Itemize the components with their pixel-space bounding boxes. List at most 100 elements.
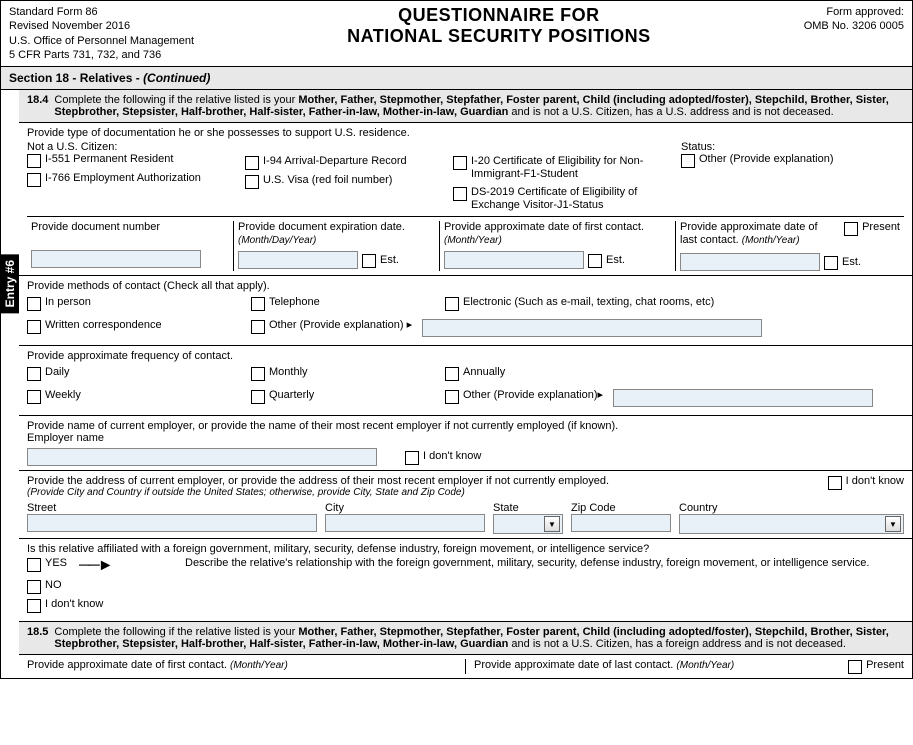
section-continued: (Continued): [143, 71, 210, 85]
documentation-block: Provide type of documentation he or she …: [19, 123, 912, 276]
label-employer-idk: I don't know: [423, 450, 481, 463]
arrow-icon: ──►: [79, 557, 112, 575]
city-label: City: [325, 502, 485, 514]
first-contact-input[interactable]: [444, 251, 584, 269]
checkbox-other-doc[interactable]: [681, 154, 695, 168]
first-contact-label: Provide approximate date of first contac…: [444, 221, 665, 247]
label-fc-est: Est.: [606, 254, 625, 266]
form-id: Standard Form 86: [9, 5, 194, 19]
freq-other-input[interactable]: [613, 389, 873, 407]
label-daily: Daily: [45, 366, 69, 379]
title-line2: NATIONAL SECURITY POSITIONS: [194, 26, 804, 47]
header-title: QUESTIONNAIRE FOR NATIONAL SECURITY POSI…: [194, 5, 804, 62]
checkbox-i551[interactable]: [27, 154, 41, 168]
checkbox-aff-idk[interactable]: [27, 599, 41, 613]
status-label: Status:: [681, 141, 904, 153]
last-contact-label: Provide approximate date of last contact…: [680, 221, 836, 247]
country-select[interactable]: ▼: [679, 514, 904, 534]
not-citizen-label: Not a U.S. Citizen:: [27, 141, 237, 153]
label-electronic: Electronic (Such as e-mail, texting, cha…: [463, 296, 714, 309]
inst-text-185: Complete the following if the relative l…: [54, 626, 904, 650]
checkbox-present[interactable]: [844, 222, 858, 236]
checkbox-electronic[interactable]: [445, 297, 459, 311]
checkbox-monthly[interactable]: [251, 367, 265, 381]
doc-exp-input[interactable]: [238, 251, 358, 269]
bottom-contact-block: Provide approximate date of first contac…: [19, 655, 912, 678]
dropdown-icon: ▼: [544, 516, 560, 532]
label-freq-other: Other (Provide explanation)▸: [463, 389, 603, 402]
label-i20: I-20 Certificate of Eligibility for Non-…: [471, 155, 673, 181]
label-aff-idk: I don't know: [45, 598, 103, 611]
form-header: Standard Form 86 Revised November 2016 U…: [1, 1, 912, 66]
employer-name-input[interactable]: [27, 448, 377, 466]
label-lc-est: Est.: [842, 256, 861, 268]
label-present: Present: [862, 221, 900, 234]
contact-methods-block: Provide methods of contact (Check all th…: [19, 276, 912, 346]
checkbox-i94[interactable]: [245, 156, 259, 170]
employer-block: Provide name of current employer, or pro…: [19, 416, 912, 471]
checkbox-bottom-present[interactable]: [848, 660, 862, 674]
header-left: Standard Form 86 Revised November 2016 U…: [9, 5, 194, 62]
checkbox-visa[interactable]: [245, 175, 259, 189]
checkbox-employer-idk[interactable]: [405, 451, 419, 465]
label-bottom-present: Present: [866, 659, 904, 672]
checkbox-written[interactable]: [27, 320, 41, 334]
doc-num-label: Provide document number: [31, 221, 223, 234]
bottom-last-contact: Provide approximate date of last contact…: [474, 659, 673, 671]
label-quarterly: Quarterly: [269, 389, 314, 402]
frequency-block: Provide approximate frequency of contact…: [19, 346, 912, 416]
contact-other-input[interactable]: [422, 319, 762, 337]
checkbox-inperson[interactable]: [27, 297, 41, 311]
doc-num-input[interactable]: [31, 250, 201, 268]
entry-tag: Entry #6: [1, 254, 19, 313]
form-approved: Form approved:: [804, 5, 904, 19]
checkbox-daily[interactable]: [27, 367, 41, 381]
header-right: Form approved: OMB No. 3206 0005: [804, 5, 904, 62]
checkbox-annually[interactable]: [445, 367, 459, 381]
label-no: NO: [45, 579, 62, 592]
checkbox-no[interactable]: [27, 580, 41, 594]
checkbox-lc-est[interactable]: [824, 256, 838, 270]
street-input[interactable]: [27, 514, 317, 532]
form-cfr: 5 CFR Parts 731, 732, and 736: [9, 48, 194, 62]
address-block: Provide the address of current employer,…: [19, 471, 912, 539]
freq-header: Provide approximate frequency of contact…: [27, 350, 904, 362]
label-monthly: Monthly: [269, 366, 308, 379]
doc-intro: Provide type of documentation he or she …: [27, 127, 904, 139]
form-office: U.S. Office of Personnel Management: [9, 34, 194, 48]
doc-fields-grid: Provide document number Provide document…: [27, 216, 904, 271]
checkbox-fc-est[interactable]: [588, 254, 602, 268]
checkbox-contact-other[interactable]: [251, 320, 265, 334]
affiliation-question: Is this relative affiliated with a forei…: [27, 543, 904, 555]
form-page: Standard Form 86 Revised November 2016 U…: [0, 0, 913, 679]
checkbox-addr-idk[interactable]: [828, 476, 842, 490]
inst-text-184: Complete the following if the relative l…: [54, 94, 904, 118]
label-i94: I-94 Arrival-Departure Record: [263, 155, 407, 168]
label-exp-est: Est.: [380, 254, 399, 266]
inst-num-184: 18.4: [27, 94, 48, 118]
checkbox-quarterly[interactable]: [251, 390, 265, 404]
checkbox-telephone[interactable]: [251, 297, 265, 311]
form-omb: OMB No. 3206 0005: [804, 19, 904, 33]
state-label: State: [493, 502, 563, 514]
checkbox-i20[interactable]: [453, 156, 467, 170]
instruction-185: 18.5 Complete the following if the relat…: [19, 622, 912, 655]
checkbox-exp-est[interactable]: [362, 254, 376, 268]
checkbox-yes[interactable]: [27, 558, 41, 572]
city-input[interactable]: [325, 514, 485, 532]
label-yes: YES: [45, 557, 67, 570]
entry-wrapper: Entry #6 18.4 Complete the following if …: [1, 90, 912, 678]
label-i766: I-766 Employment Authorization: [45, 172, 201, 185]
section-label: Section 18 - Relatives -: [9, 71, 143, 85]
zip-input[interactable]: [571, 514, 671, 532]
checkbox-i766[interactable]: [27, 173, 41, 187]
checkbox-ds2019[interactable]: [453, 187, 467, 201]
inst-num-185: 18.5: [27, 626, 48, 650]
checkbox-freq-other[interactable]: [445, 390, 459, 404]
last-contact-input[interactable]: [680, 253, 820, 271]
state-select[interactable]: ▼: [493, 514, 563, 534]
street-label: Street: [27, 502, 317, 514]
checkbox-weekly[interactable]: [27, 390, 41, 404]
label-telephone: Telephone: [269, 296, 320, 309]
label-written: Written correspondence: [45, 319, 162, 332]
